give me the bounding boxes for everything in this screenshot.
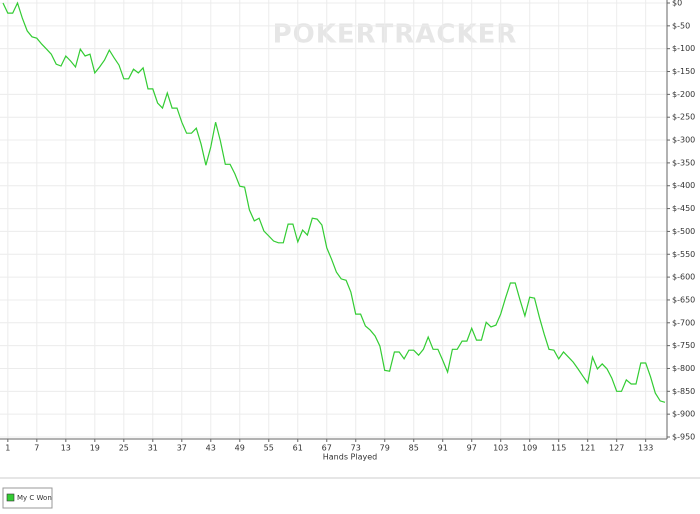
- legend-label: My C Won: [17, 494, 52, 502]
- x-tick-label: 55: [264, 444, 274, 453]
- x-tick-label: 133: [638, 444, 653, 453]
- x-tick-label: 97: [467, 444, 477, 453]
- x-tick-label: 31: [148, 444, 158, 453]
- watermark: POKERTRACKER: [273, 20, 518, 50]
- y-tick-label: $-750: [672, 341, 695, 350]
- y-tick-label: $-550: [672, 250, 695, 259]
- x-tick-label: 1: [5, 444, 10, 453]
- x-tick-label: 79: [380, 444, 390, 453]
- y-tick-label: $-800: [672, 364, 695, 373]
- x-tick-label: 121: [580, 444, 595, 453]
- y-tick-label: $-450: [672, 204, 695, 213]
- x-tick-label: 19: [90, 444, 100, 453]
- y-tick-label: $-100: [672, 44, 695, 53]
- y-tick-label: $-700: [672, 318, 695, 327]
- x-tick-label: 61: [293, 444, 303, 453]
- y-tick-label: $-350: [672, 158, 695, 167]
- x-tick-label: 13: [61, 444, 71, 453]
- x-tick-label: 25: [119, 444, 129, 453]
- x-tick-label: 43: [206, 444, 216, 453]
- y-tick-label: $-250: [672, 113, 695, 122]
- y-tick-label: $-600: [672, 273, 695, 282]
- legend-swatch: [6, 493, 15, 502]
- x-tick-label: 91: [438, 444, 448, 453]
- y-tick-label: $-500: [672, 227, 695, 236]
- y-tick-label: $-150: [672, 67, 695, 76]
- x-tick-label: 7: [34, 444, 39, 453]
- y-tick-label: $0: [672, 0, 682, 8]
- y-tick-label: $-200: [672, 90, 695, 99]
- y-tick-label: $-50: [672, 21, 690, 30]
- x-tick-label: 73: [351, 444, 361, 453]
- x-tick-label: 115: [551, 444, 566, 453]
- x-tick-label: 37: [177, 444, 187, 453]
- legend-box: [2, 487, 53, 509]
- y-tick-label: $-300: [672, 136, 695, 145]
- x-axis-title: Hands Played: [323, 453, 377, 462]
- x-tick-label: 109: [522, 444, 537, 453]
- x-tick-label: 85: [409, 444, 419, 453]
- y-tick-label: $-650: [672, 295, 695, 304]
- y-tick-label: $-950: [672, 433, 695, 442]
- x-tick-label: 49: [235, 444, 245, 453]
- line-series: [2, 1, 666, 403]
- x-tick-label: 127: [609, 444, 624, 453]
- y-tick-label: $-850: [672, 387, 695, 396]
- x-tick-label: 103: [493, 444, 508, 453]
- y-tick-label: $-900: [672, 410, 695, 419]
- y-tick-label: $-400: [672, 181, 695, 190]
- x-tick-label: 67: [322, 444, 332, 453]
